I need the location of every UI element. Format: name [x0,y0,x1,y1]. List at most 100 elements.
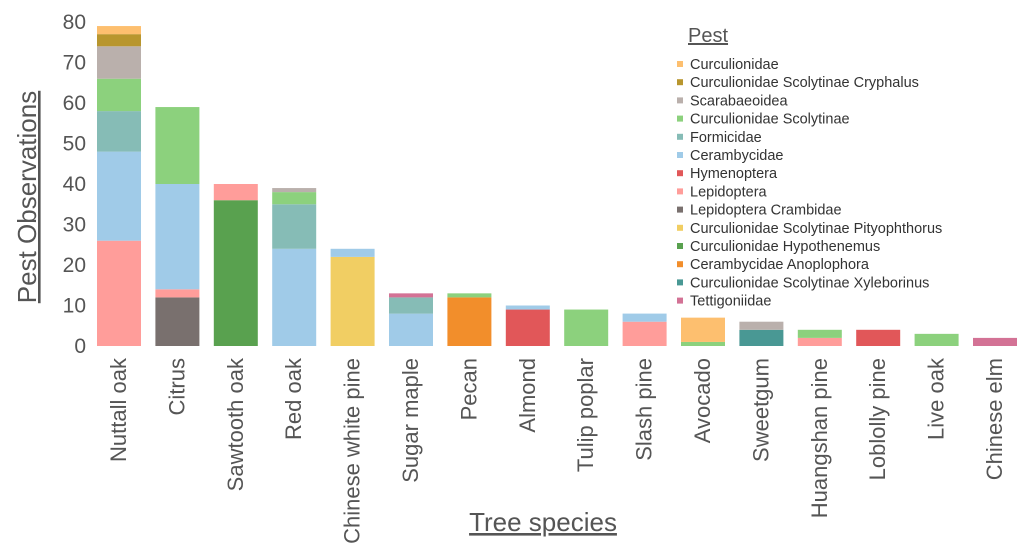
legend-label: Curculionidae Scolytinae Pityophthorus [690,221,942,237]
bar-segment [97,26,141,35]
legend-swatch [677,133,683,140]
legend-swatch [677,79,683,86]
bar-segment [97,34,141,47]
bar-segment [914,333,959,346]
bar-segment [389,297,433,314]
x-tick-label: Red oak [281,357,306,440]
legend-label: Curculionidae Scolytinae Cryphalus [690,75,919,91]
bar-segment [389,293,433,298]
x-tick-label: Loblolly pine [865,358,890,480]
bar-segment [97,78,141,112]
bar-segment [447,297,492,346]
legend-swatch [677,97,683,104]
bar-segment [973,337,1017,346]
y-tick-label: 30 [63,214,86,237]
y-tick-label: 70 [63,52,86,75]
bar-segment [681,317,725,342]
legend-swatch [677,61,683,67]
bars [97,26,1017,346]
bar-segment [155,184,200,290]
bar-segment [97,151,141,241]
bar-segment [330,256,375,346]
legend-swatch [677,206,683,213]
x-tick-label: Pecan [456,358,481,420]
bar-segment [739,321,784,330]
bar-segment [797,337,842,346]
legend-label: Curculionidae Scolytinae [690,112,850,128]
bar-segment [155,289,200,298]
x-tick-label: Sweetgum [748,358,773,462]
legend-swatch [677,279,683,286]
legend-swatch [677,243,683,249]
x-axis-category-labels: Nuttall oak Citrus Sawtooth oak Red oak Chin… [106,357,1007,544]
bar-segment [272,188,317,193]
legend-swatch [677,170,683,177]
legend-label: Scarabaeoidea [690,93,788,109]
bar-segment [447,293,492,298]
bar-segment [797,329,842,338]
legend-label: Cerambycidae [690,148,784,164]
legend-swatch [677,224,683,231]
bar-segment [739,329,784,346]
legend-label: Hymenoptera [690,166,778,182]
bar-segment [213,184,258,201]
x-tick-label: Huangshan pine [807,358,832,518]
bar-segment [272,248,317,346]
bar-segment [856,329,901,346]
bar-segment [681,341,725,346]
legend-label: Lepidoptera [690,184,768,200]
legend-swatch [677,115,683,122]
legend-label: Curculionidae Hypothenemus [690,239,880,255]
bar-segment [155,297,200,346]
legend-label: Formicidae [690,130,762,146]
bar-segment [97,111,141,152]
y-tick-label: 50 [63,133,86,156]
x-axis-title: Tree species [469,507,617,537]
legend-swatch [677,188,683,195]
y-axis-ticks: 0 10 20 30 40 50 60 70 80 [63,11,86,358]
bar-segment [213,200,258,346]
bar-segment [505,305,550,310]
legend-title: Pest [688,25,728,47]
y-axis-title: Pest Observations [12,91,42,303]
x-tick-label: Citrus [164,358,189,415]
legend: Pest Curculionidae Curculionidae Scolytin… [677,25,942,310]
bar-segment [272,204,317,249]
y-tick-label: 0 [74,335,86,358]
bar-segment [564,309,609,346]
legend-label: Lepidoptera Crambidae [690,203,842,219]
x-tick-label: Chinese white pine [340,358,365,544]
bar-segment [622,313,667,322]
x-tick-label: Chinese elm [982,358,1007,480]
legend-label: Curculionidae Scolytinae Xyleborinus [690,275,929,291]
bar-segment [330,248,375,257]
bar-segment [97,240,141,346]
y-tick-label: 60 [63,92,86,115]
legend-label: Cerambycidae Anoplophora [690,257,870,273]
x-tick-label: Almond [515,358,540,433]
legend-swatch [677,297,683,304]
bar-segment [155,107,200,184]
legend-swatch [677,261,683,268]
legend-items: Curculionidae Curculionidae Scolytinae Cr… [677,57,942,310]
legend-label: Curculionidae [690,57,779,73]
bar-segment [389,313,433,346]
legend-label: Tettigoniidae [690,294,771,310]
x-tick-label: Tulip poplar [573,358,598,472]
y-tick-label: 80 [63,11,86,34]
y-tick-label: 10 [63,295,86,318]
x-tick-label: Nuttall oak [106,357,131,462]
bar-segment [622,321,667,346]
x-tick-label: Slash pine [632,358,657,461]
legend-swatch [677,152,683,158]
y-tick-label: 20 [63,254,86,277]
bar-segment [97,46,141,79]
x-tick-label: Avocado [690,358,715,443]
bar-segment [272,192,317,205]
y-tick-label: 40 [63,173,86,196]
x-tick-label: Sawtooth oak [223,357,248,491]
bar-segment [505,309,550,346]
x-tick-label: Sugar maple [398,358,423,483]
x-tick-label: Live oak [924,357,949,440]
